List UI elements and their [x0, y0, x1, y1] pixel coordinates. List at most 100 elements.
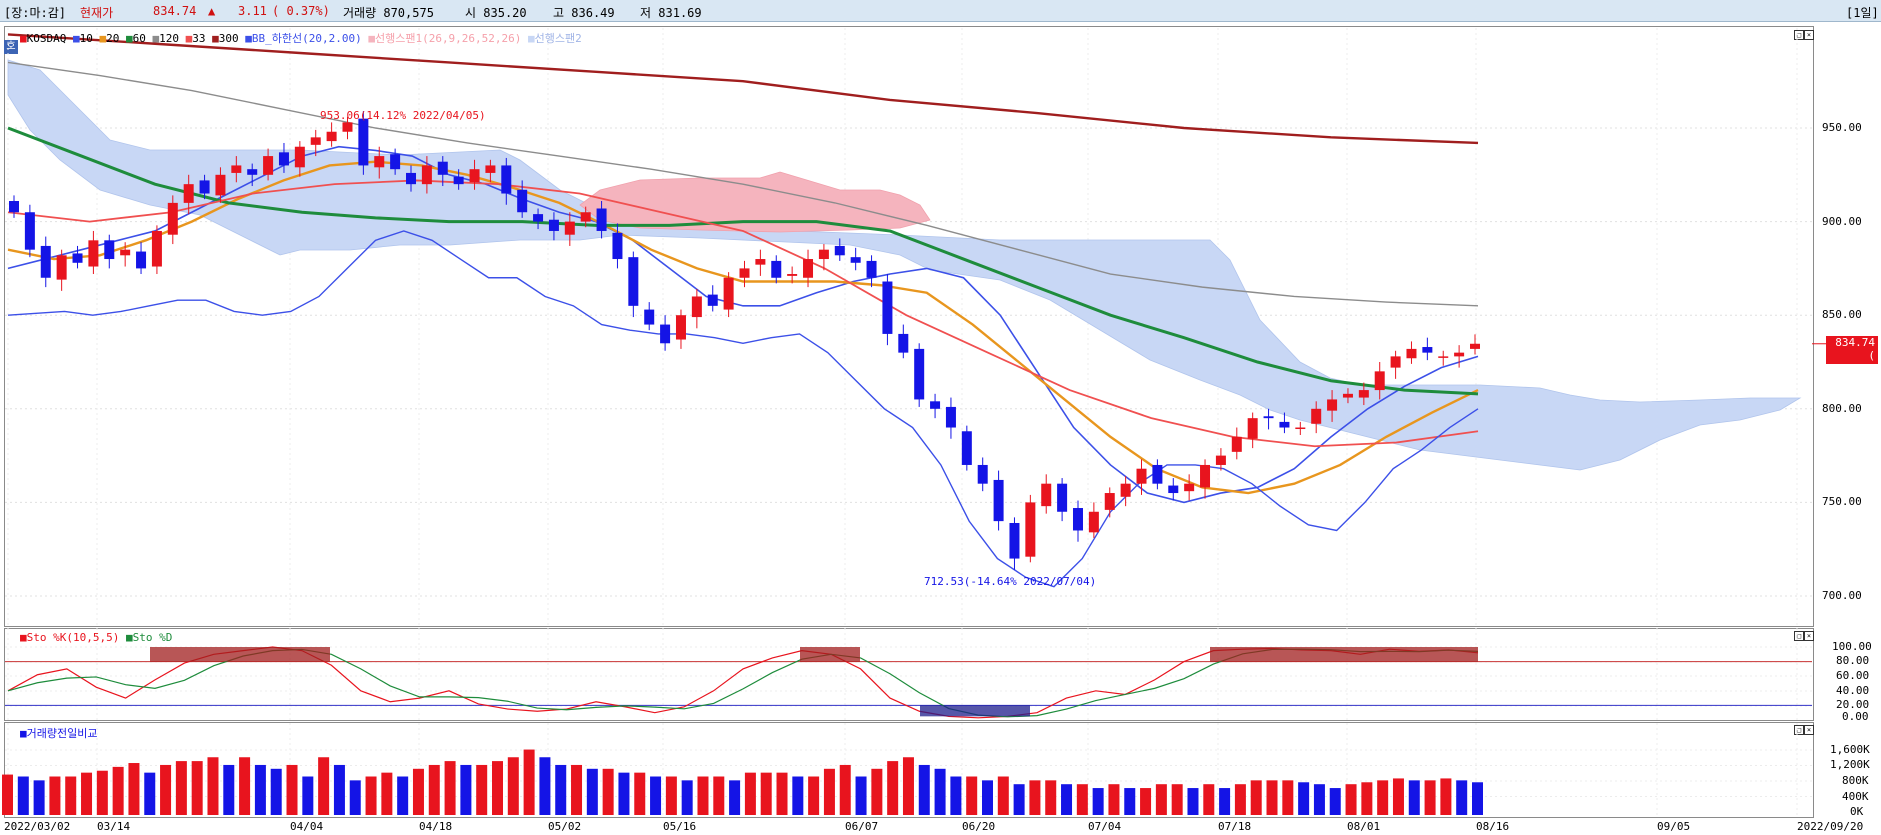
candle-body	[453, 176, 464, 185]
x-tick: 07/18	[1218, 820, 1252, 833]
candle-body	[231, 165, 242, 173]
candle-body	[691, 296, 702, 318]
panel-maximize-button[interactable]: □	[1794, 725, 1804, 735]
high-annotation: 953.06(14.12% 2022/04/05)	[320, 109, 486, 122]
volume-bar	[871, 768, 883, 815]
volume-bar	[460, 764, 472, 815]
x-tick: 09/05	[1657, 820, 1691, 833]
volume-bar	[1203, 784, 1215, 815]
volume-bar	[539, 757, 551, 815]
panel-maximize-button[interactable]: □	[1794, 30, 1804, 40]
candle-body	[1072, 508, 1083, 531]
volume-bar	[634, 772, 646, 815]
candle-body	[1342, 393, 1353, 398]
candle-body	[707, 294, 718, 306]
candle-body	[1247, 418, 1258, 439]
candle-body	[945, 406, 956, 428]
candle-body	[421, 165, 432, 185]
candle-body	[374, 156, 385, 168]
x-tick: 04/18	[419, 820, 453, 833]
volume-bar	[1282, 780, 1294, 815]
candle-body	[120, 249, 131, 256]
panel-maximize-button[interactable]: □	[1794, 631, 1804, 641]
price-y-tick: 900.00	[1822, 215, 1862, 228]
panel-close-button[interactable]: ×	[1804, 30, 1814, 40]
candle-body	[1215, 455, 1226, 465]
candle-body	[9, 201, 19, 213]
volume-bar	[1392, 778, 1404, 815]
volume-bar	[365, 776, 377, 815]
candle-body	[294, 146, 305, 168]
x-tick: 08/16	[1476, 820, 1510, 833]
volume-legend: ■거래량전일비교	[20, 727, 98, 740]
volume-bar	[1171, 784, 1183, 815]
legend-bb: BB_하한선(20,2.00)	[251, 32, 362, 45]
candle-body	[1327, 399, 1338, 411]
volume-bar	[618, 772, 630, 815]
volume-bar	[1045, 780, 1057, 815]
candle-body	[850, 257, 861, 263]
price-panel[interactable]	[4, 26, 1814, 627]
stochastic-legend: ■Sto %K(10,5,5) ■Sto %D	[20, 631, 173, 644]
panel-close-button[interactable]: ×	[1804, 631, 1814, 641]
legend-ma60: 60	[132, 32, 146, 45]
candle-body	[1470, 343, 1480, 349]
volume-bar	[1298, 782, 1310, 815]
candle-body	[104, 240, 115, 260]
candle-body	[437, 161, 448, 175]
volume-bar	[302, 776, 314, 815]
volume-bar	[128, 763, 140, 815]
candle-body	[263, 156, 274, 175]
candle-body	[1168, 485, 1179, 494]
candle-body	[278, 152, 289, 166]
candle-body	[310, 137, 321, 145]
candle-body	[834, 245, 845, 256]
candle-body	[167, 202, 178, 235]
candle-body	[517, 189, 528, 213]
volume-bar	[112, 766, 124, 815]
x-tick: 2022/09/20	[1797, 820, 1864, 833]
candle-body	[755, 259, 766, 265]
volume-bar	[713, 776, 725, 815]
ma120-line	[7, 61, 1479, 307]
volume-bar	[492, 761, 503, 815]
candle-body	[1009, 522, 1020, 559]
candle-body	[1406, 348, 1417, 359]
price-y-tick: 700.00	[1822, 589, 1862, 602]
volume-text: 거래량 870,575	[343, 6, 434, 20]
period-selector[interactable]: [1일]	[1846, 6, 1879, 20]
volume-bar	[1329, 788, 1341, 815]
volume-bar	[887, 761, 899, 815]
volume-bar	[397, 776, 409, 815]
volume-bar	[1076, 784, 1088, 815]
volume-bar	[1140, 788, 1152, 815]
volume-bar	[160, 764, 172, 815]
volume-bar	[808, 776, 820, 815]
legend-ma33: 33	[192, 32, 206, 45]
candle-body	[72, 253, 83, 263]
volume-bar	[1266, 780, 1278, 815]
current-price-label: 현재가	[80, 6, 114, 20]
change-value: 3.11	[238, 4, 267, 18]
vol-y-tick: 1,200K	[1830, 758, 1870, 771]
last-price-tag: 834.74 ( 0.37%)	[1826, 336, 1878, 375]
candle-body	[596, 208, 607, 231]
panel-close-button[interactable]: ×	[1804, 725, 1814, 735]
sto-overbought-fill	[800, 647, 860, 662]
price-y-tick: 750.00	[1822, 495, 1862, 508]
candle-body	[151, 230, 162, 267]
candle-body	[1041, 483, 1052, 507]
candle-body	[1422, 347, 1433, 353]
volume-bar	[1361, 782, 1373, 815]
high-text: 고 836.49	[553, 6, 615, 20]
volume-bar	[760, 772, 772, 815]
candle-body	[183, 184, 194, 203]
candle-body	[580, 212, 591, 222]
volume-bar	[96, 770, 108, 815]
candle-body	[1438, 356, 1449, 358]
volume-bar	[1440, 778, 1452, 815]
volume-bar	[49, 776, 61, 815]
volume-bar	[1155, 784, 1167, 815]
candle-body	[406, 172, 417, 185]
